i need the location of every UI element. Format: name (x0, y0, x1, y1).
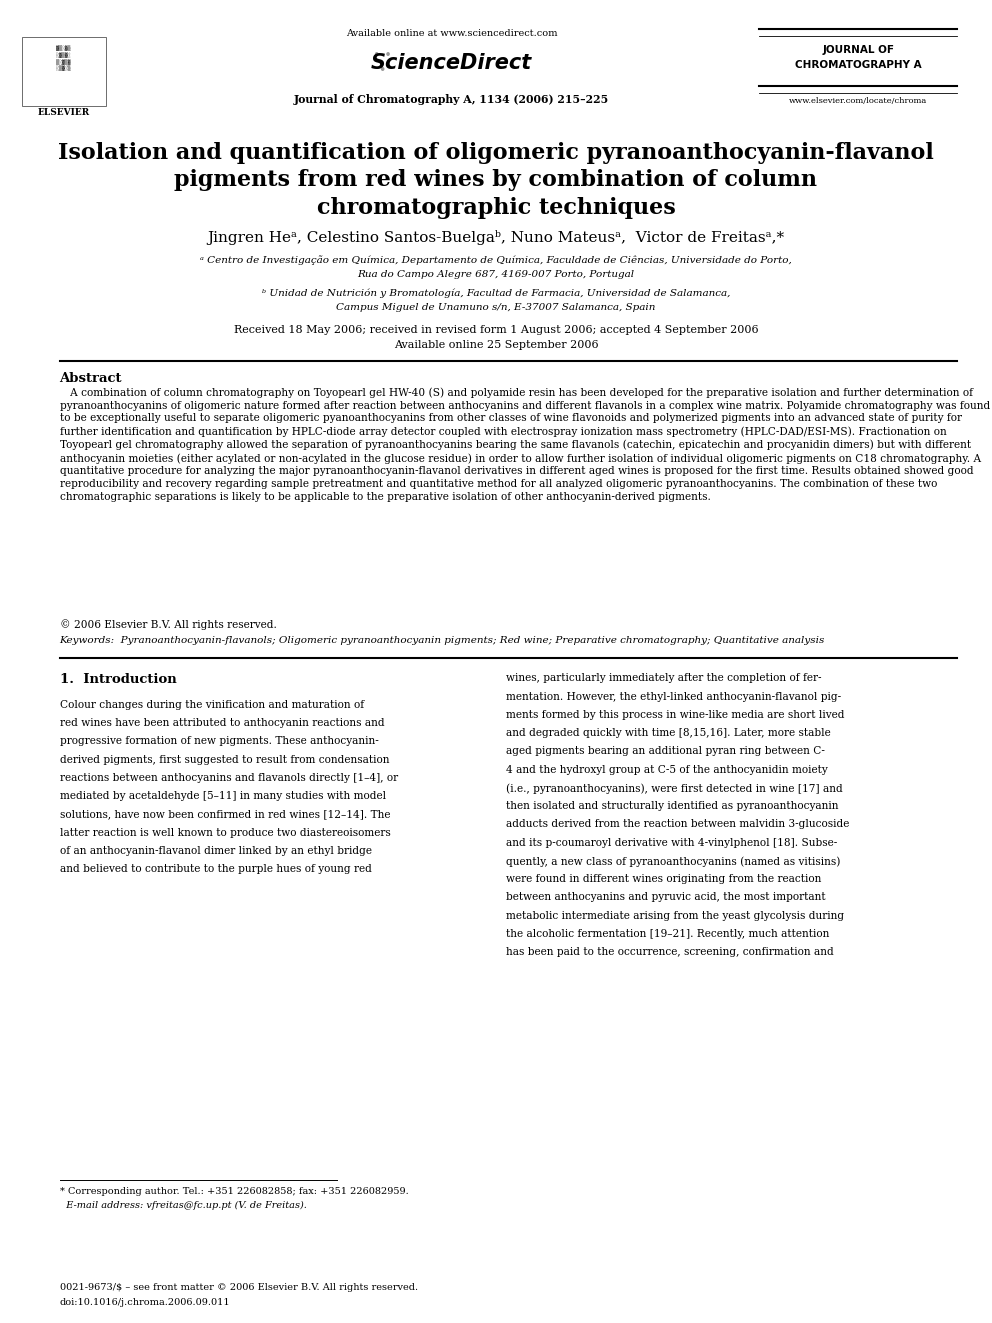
Text: between anthocyanins and pyruvic acid, the most important: between anthocyanins and pyruvic acid, t… (506, 893, 825, 902)
Text: www.elsevier.com/locate/chroma: www.elsevier.com/locate/chroma (789, 97, 928, 105)
Text: mediated by acetaldehyde [5–11] in many studies with model: mediated by acetaldehyde [5–11] in many … (60, 791, 386, 802)
Text: and believed to contribute to the purple hues of young red: and believed to contribute to the purple… (60, 864, 371, 875)
Text: were found in different wines originating from the reaction: were found in different wines originatin… (506, 875, 821, 884)
Text: the alcoholic fermentation [19–21]. Recently, much attention: the alcoholic fermentation [19–21]. Rece… (506, 929, 829, 939)
Text: Isolation and quantification of oligomeric pyranoanthocyanin-flavanol: Isolation and quantification of oligomer… (59, 142, 933, 164)
Text: Available online at www.sciencedirect.com: Available online at www.sciencedirect.co… (345, 29, 558, 38)
Text: ELSEVIER: ELSEVIER (38, 108, 89, 118)
Text: quently, a new class of pyranoanthocyanins (named as vitisins): quently, a new class of pyranoanthocyani… (506, 856, 840, 867)
Text: Colour changes during the vinification and maturation of: Colour changes during the vinification a… (60, 700, 364, 710)
Text: CHROMATOGRAPHY A: CHROMATOGRAPHY A (795, 60, 922, 70)
Text: 4 and the hydroxyl group at C-5 of the anthocyanidin moiety: 4 and the hydroxyl group at C-5 of the a… (506, 765, 827, 775)
Text: 1.  Introduction: 1. Introduction (60, 673, 177, 687)
Text: ScienceDirect: ScienceDirect (371, 53, 532, 73)
Text: Available online 25 September 2006: Available online 25 September 2006 (394, 340, 598, 351)
Text: progressive formation of new pigments. These anthocyanin-: progressive formation of new pigments. T… (60, 737, 378, 746)
Text: * Corresponding author. Tel.: +351 226082858; fax: +351 226082959.: * Corresponding author. Tel.: +351 22608… (60, 1187, 409, 1196)
Text: adducts derived from the reaction between malvidin 3-glucoside: adducts derived from the reaction betwee… (506, 819, 849, 830)
Text: ▓▒░▓▒
░▓▒▓░
▒░▓▒▓
░▒▓░▒: ▓▒░▓▒ ░▓▒▓░ ▒░▓▒▓ ░▒▓░▒ (57, 45, 70, 71)
Text: ᵃ Centro de Investigação em Química, Departamento de Química, Faculdade de Ciênc: ᵃ Centro de Investigação em Química, Dep… (200, 255, 792, 265)
Text: reactions between anthocyanins and flavanols directly [1–4], or: reactions between anthocyanins and flava… (60, 773, 398, 783)
Text: © 2006 Elsevier B.V. All rights reserved.: © 2006 Elsevier B.V. All rights reserved… (60, 619, 277, 630)
Text: Journal of Chromatography A, 1134 (2006) 215–225: Journal of Chromatography A, 1134 (2006)… (294, 94, 609, 105)
Text: Keywords:  Pyranoanthocyanin-flavanols; Oligomeric pyranoanthocyanin pigments; R: Keywords: Pyranoanthocyanin-flavanols; O… (60, 636, 825, 646)
Text: solutions, have now been confirmed in red wines [12–14]. The: solutions, have now been confirmed in re… (60, 810, 390, 819)
Text: wines, particularly immediately after the completion of fer-: wines, particularly immediately after th… (506, 673, 821, 684)
Text: chromatographic techniques: chromatographic techniques (316, 197, 676, 220)
Text: JOURNAL OF: JOURNAL OF (822, 45, 894, 56)
Text: aged pigments bearing an additional pyran ring between C-: aged pigments bearing an additional pyra… (506, 746, 824, 757)
Text: • •
•: • • • (373, 49, 391, 77)
Text: Campus Miguel de Unamuno s/n, E-37007 Salamanca, Spain: Campus Miguel de Unamuno s/n, E-37007 Sa… (336, 303, 656, 312)
Text: derived pigments, first suggested to result from condensation: derived pigments, first suggested to res… (60, 754, 389, 765)
Text: and its p-coumaroyl derivative with 4-vinylphenol [18]. Subse-: and its p-coumaroyl derivative with 4-vi… (506, 837, 837, 848)
Text: 0021-9673/$ – see front matter © 2006 Elsevier B.V. All rights reserved.: 0021-9673/$ – see front matter © 2006 El… (60, 1283, 418, 1293)
Text: latter reaction is well known to produce two diastereoisomers: latter reaction is well known to produce… (60, 828, 390, 837)
Text: doi:10.1016/j.chroma.2006.09.011: doi:10.1016/j.chroma.2006.09.011 (60, 1298, 230, 1307)
Text: Rua do Campo Alegre 687, 4169-007 Porto, Portugal: Rua do Campo Alegre 687, 4169-007 Porto,… (357, 270, 635, 279)
Text: E-mail address: vfreitas@fc.up.pt (V. de Freitas).: E-mail address: vfreitas@fc.up.pt (V. de… (60, 1201, 307, 1211)
Text: (i.e., pyranoanthocyanins), were first detected in wine [17] and: (i.e., pyranoanthocyanins), were first d… (506, 783, 842, 794)
Text: Received 18 May 2006; received in revised form 1 August 2006; accepted 4 Septemb: Received 18 May 2006; received in revise… (234, 325, 758, 336)
Text: ments formed by this process in wine-like media are short lived: ments formed by this process in wine-lik… (506, 710, 844, 720)
Text: has been paid to the occurrence, screening, confirmation and: has been paid to the occurrence, screeni… (506, 947, 833, 958)
Text: and degraded quickly with time [8,15,16]. Later, more stable: and degraded quickly with time [8,15,16]… (506, 728, 830, 738)
Text: red wines have been attributed to anthocyanin reactions and: red wines have been attributed to anthoc… (60, 718, 384, 728)
Text: metabolic intermediate arising from the yeast glycolysis during: metabolic intermediate arising from the … (506, 910, 844, 921)
Bar (22, 37, 106, 106)
Text: pigments from red wines by combination of column: pigments from red wines by combination o… (175, 169, 817, 192)
Text: mentation. However, the ethyl-linked anthocyanin-flavanol pig-: mentation. However, the ethyl-linked ant… (506, 692, 841, 701)
Text: Jingren Heᵃ, Celestino Santos-Buelgaᵇ, Nuno Mateusᵃ,  Victor de Freitasᵃ,*: Jingren Heᵃ, Celestino Santos-Buelgaᵇ, N… (207, 230, 785, 245)
Text: of an anthocyanin-flavanol dimer linked by an ethyl bridge: of an anthocyanin-flavanol dimer linked … (60, 845, 372, 856)
Text: A combination of column chromatography on Toyopearl gel HW-40 (S) and polyamide : A combination of column chromatography o… (60, 388, 990, 501)
Text: ᵇ Unidad de Nutrición y Bromatología, Facultad de Farmacia, Universidad de Salam: ᵇ Unidad de Nutrición y Bromatología, Fa… (262, 288, 730, 298)
Text: then isolated and structurally identified as pyranoanthocyanin: then isolated and structurally identifie… (506, 802, 838, 811)
Text: Abstract: Abstract (60, 372, 122, 385)
